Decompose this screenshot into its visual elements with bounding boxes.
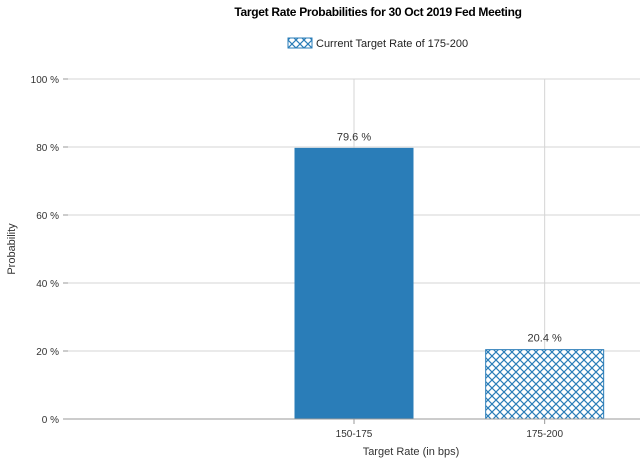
y-tick-label: 60 % — [36, 211, 59, 222]
x-axis-ticks: 150-175 175-200 — [336, 419, 563, 440]
data-label: 20.4 % — [528, 333, 562, 345]
y-tick-label: 40 % — [36, 279, 59, 290]
data-labels: 79.6 % 20.4 % — [337, 131, 562, 344]
y-tick-label: 100 % — [31, 75, 59, 86]
legend: Current Target Rate of 175-200 — [287, 37, 468, 50]
legend-swatch — [287, 37, 313, 49]
bar-150-175 — [294, 147, 414, 420]
y-tick-label: 20 % — [36, 347, 59, 358]
x-tick-label: 150-175 — [336, 429, 373, 440]
legend-label: Current Target Rate of 175-200 — [316, 38, 468, 50]
y-axis-ticks: 0 % 20 % 40 % 60 % 80 % 100 % — [31, 75, 59, 426]
data-label: 79.6 % — [337, 131, 371, 143]
bars — [294, 147, 605, 420]
y-tick-label: 0 % — [42, 415, 59, 426]
bar-175-200 — [485, 349, 605, 420]
chart-title: Target Rate Probabilities for 30 Oct 201… — [234, 5, 521, 19]
x-tick-label: 175-200 — [526, 429, 563, 440]
x-axis-label: Target Rate (in bps) — [363, 446, 460, 458]
y-tick-label: 80 % — [36, 143, 59, 154]
y-axis-label: Probability — [6, 223, 18, 275]
